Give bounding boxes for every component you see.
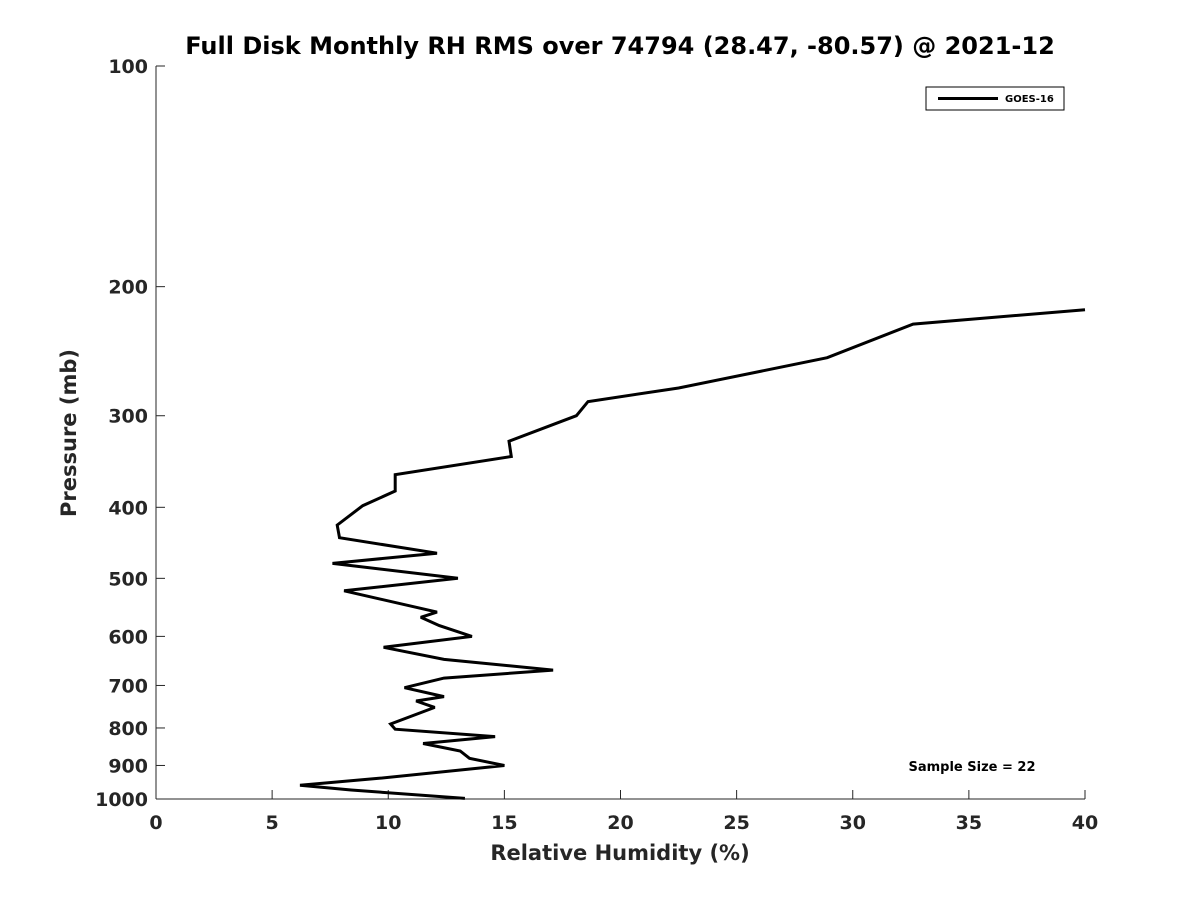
x-tick-label: 10	[375, 812, 401, 834]
x-tick-label: 0	[149, 812, 162, 834]
y-tick-label: 800	[108, 718, 148, 740]
y-tick-label: 200	[108, 277, 148, 299]
y-axis-ticks: 100 200 300 400 500 600 700 800 900 1000	[95, 56, 165, 811]
x-tick-label: 20	[607, 812, 633, 834]
legend-label-goes-16: GOES-16	[1005, 94, 1054, 105]
x-axis-ticks: 0 5 10 15 20 25 30 35 40	[149, 790, 1098, 834]
legend: GOES-16	[925, 86, 1065, 111]
y-tick-label: 400	[108, 497, 148, 519]
y-tick-label: 900	[108, 755, 148, 777]
y-tick-label: 600	[108, 626, 148, 648]
chart-title: Full Disk Monthly RH RMS over 74794 (28.…	[185, 32, 1055, 60]
x-tick-label: 15	[491, 812, 517, 834]
y-tick-label: 500	[108, 568, 148, 590]
x-tick-label: 25	[723, 812, 749, 834]
x-tick-label: 35	[956, 812, 982, 834]
y-axis-label: Pressure (mb)	[57, 349, 81, 517]
y-tick-label: 300	[108, 406, 148, 428]
y-tick-label: 1000	[95, 789, 148, 811]
series-layer	[299, 308, 1086, 800]
sample-size-annotation: Sample Size = 22	[908, 760, 1035, 775]
x-axis-label: Relative Humidity (%)	[490, 841, 749, 865]
series-line-goes-16	[299, 308, 1086, 800]
x-tick-label: 40	[1072, 812, 1098, 834]
y-tick-label: 700	[108, 675, 148, 697]
x-tick-label: 30	[840, 812, 866, 834]
x-tick-label: 5	[266, 812, 279, 834]
y-tick-label: 100	[108, 56, 148, 78]
